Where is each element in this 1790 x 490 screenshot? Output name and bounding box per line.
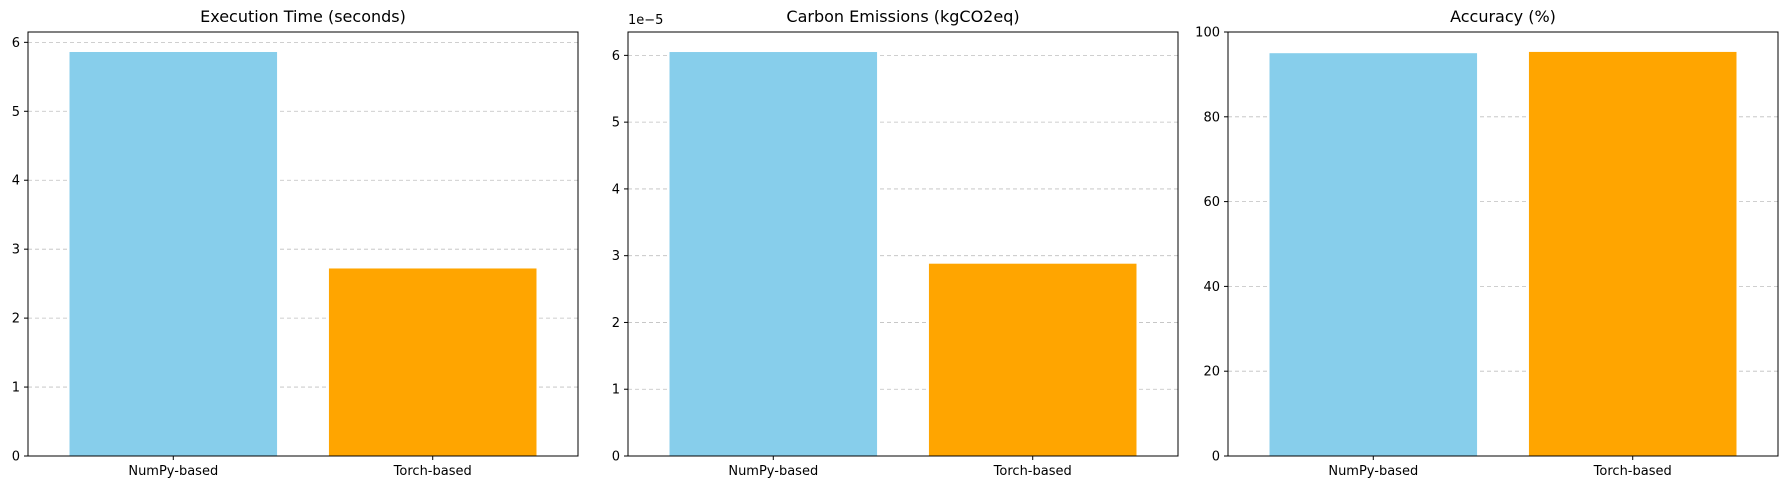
axes-frame — [27, 31, 579, 457]
y-tick-label: 1 — [12, 381, 20, 396]
y-tick-label: 3 — [612, 249, 620, 264]
x-tick-label: NumPy-based — [128, 464, 218, 479]
y-tick-label: 6 — [612, 49, 620, 64]
axis-offset-label: 1e−5 — [628, 13, 663, 28]
y-tick-label: 4 — [12, 174, 20, 189]
bar-torch-based — [928, 263, 1137, 456]
x-tick-label: Torch-based — [1593, 464, 1672, 479]
y-tick-label: 80 — [1203, 110, 1220, 125]
y-tick-label: 60 — [1203, 195, 1220, 210]
y-tick-label: 6 — [12, 36, 20, 51]
bar-numpy-based — [669, 52, 878, 456]
bar-numpy-based — [1269, 53, 1478, 456]
y-tick-label: 40 — [1203, 280, 1220, 295]
y-tick-label: 20 — [1203, 365, 1220, 380]
chart-panel-2: Carbon Emissions (kgCO2eq) 0 1 2 3 4 5 6 NumPy-b… — [612, 7, 1179, 479]
y-tick-label: 5 — [612, 116, 620, 131]
chart-title: Accuracy (%) — [1450, 7, 1556, 26]
chart-title: Carbon Emissions (kgCO2eq) — [786, 7, 1019, 26]
bar-torch-based — [1528, 51, 1737, 456]
x-tick-label: NumPy-based — [1328, 464, 1418, 479]
x-tick-label: Torch-based — [993, 464, 1072, 479]
bar-numpy-based — [69, 51, 278, 456]
y-tick-label: 1 — [612, 383, 620, 398]
chart-panel-3: Accuracy (%) 0 20 40 60 80 100 NumPy-based Torch… — [1195, 7, 1779, 479]
chart-panel-1: Execution Time (seconds) 0 1 2 3 4 5 6 NumPy-bas… — [12, 7, 579, 479]
bar-torch-based — [328, 268, 537, 456]
y-tick-label: 5 — [12, 105, 20, 120]
y-tick-label: 0 — [612, 450, 620, 465]
chart-title: Execution Time (seconds) — [200, 7, 406, 26]
y-tick-label: 3 — [12, 243, 20, 258]
x-tick-label: Torch-based — [393, 464, 472, 479]
y-tick-label: 2 — [612, 316, 620, 331]
y-tick-label: 0 — [12, 450, 20, 465]
y-tick-label: 2 — [12, 312, 20, 327]
y-tick-label: 4 — [612, 182, 620, 197]
axes-frame — [627, 31, 1179, 457]
axes-frame — [1227, 31, 1779, 457]
y-tick-label: 100 — [1195, 26, 1220, 41]
y-tick-label: 0 — [1212, 450, 1220, 465]
x-tick-label: NumPy-based — [728, 464, 818, 479]
